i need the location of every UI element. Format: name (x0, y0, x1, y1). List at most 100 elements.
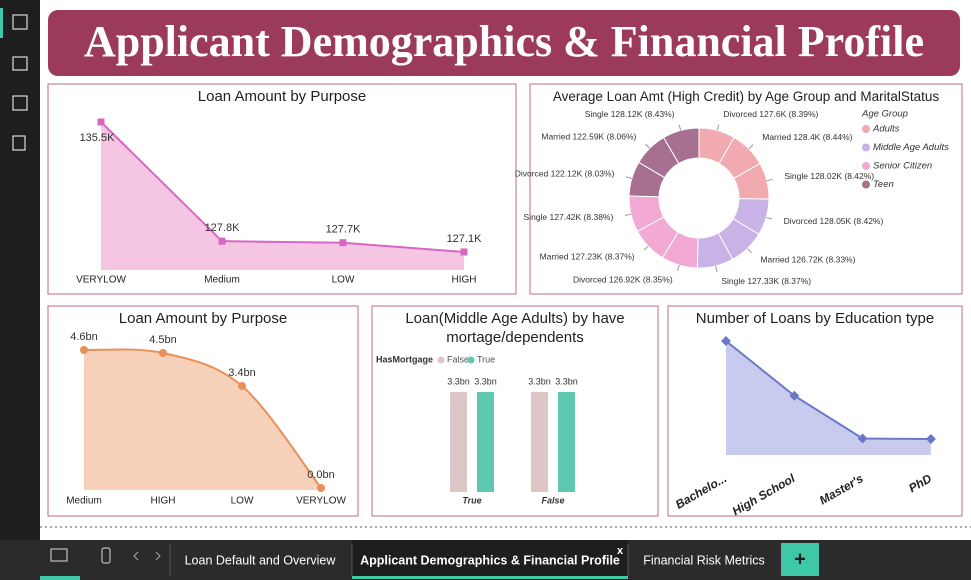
data-label: 127.8K (205, 222, 241, 234)
marker (317, 484, 325, 492)
x-tick-label: Medium (204, 275, 240, 286)
x-tick-label: HIGH (151, 496, 176, 507)
marker (857, 433, 868, 444)
data-label: Single 127.33K (8.37%) (721, 276, 811, 286)
data-label: Single 128.12K (8.43%) (585, 109, 675, 119)
x-tick-label: LOW (332, 275, 355, 286)
area-fill (84, 349, 321, 490)
area-fill (101, 122, 464, 270)
leader-line (715, 265, 718, 272)
data-label: Married 127.23K (8.37%) (540, 251, 635, 261)
chart-title: Loan Amount by Purpose (197, 88, 367, 105)
tab[interactable]: Loan Default and Overview (185, 553, 337, 567)
data-label: 3.3bn (555, 376, 578, 386)
data-label: 3.3bn (447, 376, 470, 386)
line (83, 348, 322, 489)
data-label: Married 126.72K (8.33%) (760, 254, 855, 264)
leader-line (645, 143, 650, 149)
tab[interactable]: Financial Risk Metrics (643, 553, 765, 567)
data-label: Single 128.02K (8.42%) (784, 171, 874, 181)
dax-icon[interactable] (12, 135, 26, 151)
chart-title: Loan Amount by Purpose (118, 310, 288, 327)
legend-title: Age Group (861, 109, 908, 120)
legend-label[interactable]: False (447, 354, 469, 364)
tab-active-bg (352, 540, 628, 580)
marker (721, 336, 731, 346)
line (100, 121, 465, 253)
tab-underline (352, 576, 628, 579)
sidebar-indicator (0, 8, 3, 38)
marker (97, 118, 105, 126)
legend-swatch (862, 180, 870, 189)
tab[interactable]: Applicant Demographics & Financial Profi… (360, 553, 620, 567)
visual-border (47, 83, 517, 295)
add-tab-bg[interactable] (781, 543, 819, 576)
leader-line (766, 216, 773, 220)
chart-title: Number of Loans by Education type (695, 310, 935, 327)
bar (531, 392, 548, 492)
legend-swatch (437, 356, 445, 364)
x-tick-label: VERYLOW (76, 275, 126, 286)
model-icon[interactable] (12, 95, 28, 111)
marker (80, 346, 88, 354)
data-label: Divorced 126.92K (8.35%) (573, 275, 673, 285)
leader-line (624, 213, 632, 217)
data-label: Divorced 128.05K (8.42%) (784, 216, 884, 226)
data-label: 0.0bn (307, 469, 335, 481)
bar (450, 392, 467, 492)
tab-scroll[interactable] (133, 551, 161, 561)
legend-label[interactable]: True (477, 354, 495, 364)
data-label: 127.7K (326, 224, 362, 236)
legend-swatch (862, 162, 870, 170)
x-tick-label: HIGH (452, 275, 477, 286)
marker (238, 382, 246, 390)
data-label: 3.3bn (474, 376, 497, 386)
mobile-view-icon[interactable] (101, 547, 111, 564)
visual-border (371, 305, 659, 517)
leader-line (716, 124, 720, 131)
page-title: Applicant Demographics & Financial Profi… (84, 17, 924, 66)
visual-border (667, 305, 963, 517)
leader-line (747, 248, 752, 254)
x-tick-label: Medium (66, 496, 102, 507)
table-icon[interactable] (12, 56, 28, 71)
leader-line (748, 144, 754, 150)
x-tick-label: False (541, 495, 564, 505)
data-label: Single 127.42K (8.38%) (524, 212, 614, 222)
data-label: Married 122.59K (8.06%) (541, 131, 636, 141)
data-label: Divorced 122.12K (8.03%) (515, 168, 615, 178)
chart-title: Average Loan Amt (High Credit) by Age Gr… (552, 89, 940, 104)
desktop-view-icon[interactable] (50, 548, 68, 562)
marker (460, 248, 468, 256)
x-tick-label: True (462, 495, 481, 505)
visual-border (47, 305, 359, 517)
leader-line (625, 176, 632, 179)
visual-border (529, 83, 963, 295)
legend-label[interactable]: Teen (873, 179, 894, 190)
marker (339, 239, 347, 247)
area-fill (726, 341, 931, 455)
leader-line (766, 178, 773, 182)
marker (218, 237, 226, 245)
marker (925, 434, 936, 444)
legend-label[interactable]: Adults (872, 124, 900, 135)
data-label: 135.5K (80, 132, 116, 144)
leader-line (678, 124, 682, 131)
data-label: 3.4bn (228, 367, 256, 379)
legend-swatch (862, 143, 870, 152)
chart-title: Loan(Middle Age Adults) by have mortage/… (405, 310, 625, 346)
tab-close[interactable]: x (617, 545, 624, 557)
legend-label[interactable]: Senior Citizen (873, 161, 932, 172)
add-tab[interactable]: + (794, 548, 806, 570)
data-label: Divorced 127.6K (8.39%) (723, 109, 818, 119)
legend-label[interactable]: Middle Age Adults (873, 142, 949, 153)
leader-line (677, 265, 680, 272)
sidebar (0, 0, 40, 540)
data-label: 4.6bn (70, 331, 98, 343)
data-label: 3.3bn (528, 376, 551, 386)
legend-swatch (467, 356, 475, 364)
data-label: 127.1K (447, 233, 483, 245)
report-icon[interactable] (12, 14, 28, 30)
